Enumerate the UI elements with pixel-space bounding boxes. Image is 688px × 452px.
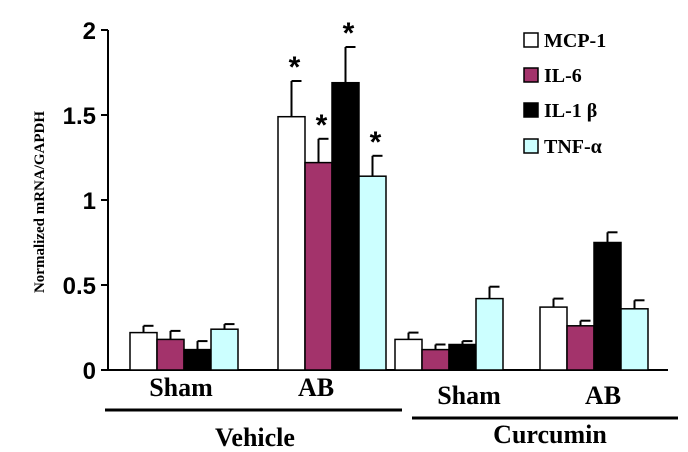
y-tick-label: 1 [83, 188, 96, 215]
legend-swatch [523, 67, 539, 83]
bar-tnf--3 [620, 308, 649, 371]
bar-mcp-1-3 [539, 306, 568, 371]
significance-marker: * [370, 126, 382, 159]
bar-il-6-3 [566, 325, 595, 371]
group-label: Vehicle [215, 423, 295, 452]
bar-tnf--2 [475, 297, 504, 371]
y-axis-label: Normalized mRNA/GAPDH [32, 111, 48, 293]
bar-il-1--2 [448, 343, 477, 371]
legend-swatch [523, 138, 539, 154]
legend-label: MCP-1 [544, 30, 606, 52]
x-category-label: AB [585, 381, 621, 410]
legend-label: IL-1 β [544, 100, 597, 122]
x-category-label: AB [298, 373, 334, 402]
y-tick-label: 0 [83, 358, 96, 385]
bar-il-6-0 [156, 338, 185, 371]
bars: * * * * [129, 17, 649, 371]
bar-tnf--0 [210, 328, 239, 371]
legend-swatch [523, 102, 539, 118]
bar-il-1--3 [593, 241, 622, 371]
legend: MCP-1 IL-6 IL-1 β TNF-α [523, 30, 606, 158]
y-tick-label: 1.5 [63, 103, 96, 130]
bar-il-1--1 [331, 81, 360, 371]
significance-marker: * [343, 17, 355, 50]
legend-label: IL-6 [544, 65, 582, 87]
bar-mcp-1-2 [394, 338, 423, 371]
y-tick-label: 2 [83, 18, 96, 45]
bar-il-6-1 [304, 161, 333, 371]
bar-il-1--0 [183, 348, 212, 371]
significance-marker: * [316, 109, 328, 142]
group-label: Curcumin [493, 420, 607, 449]
legend-label: TNF-α [544, 136, 602, 158]
bar-il-6-2 [421, 348, 450, 371]
bar-mcp-1-1 [277, 115, 306, 371]
bar-mcp-1-0 [129, 331, 158, 371]
y-tick-label: 0.5 [63, 273, 96, 300]
x-category-label: Sham [437, 381, 501, 410]
bar-tnf--1 [358, 175, 387, 371]
significance-marker: * [289, 51, 301, 84]
legend-swatch [523, 32, 539, 48]
x-category-label: Sham [149, 373, 213, 402]
